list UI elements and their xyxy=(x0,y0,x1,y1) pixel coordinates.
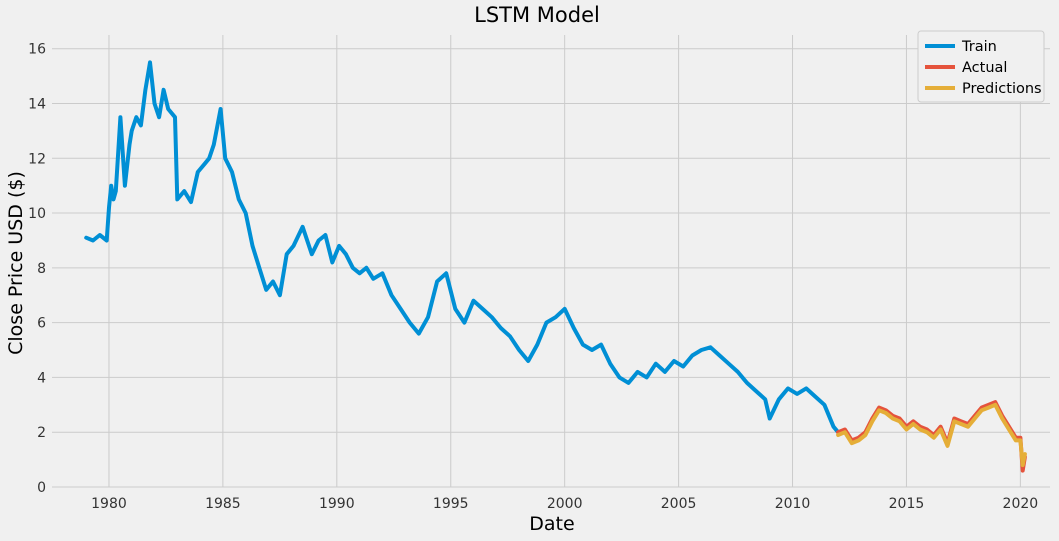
legend-box xyxy=(917,30,1045,103)
x-axis-label: Date xyxy=(529,513,574,535)
y-tick-label: 8 xyxy=(37,261,46,277)
x-tick-label: 1990 xyxy=(319,496,355,512)
y-tick-label: 16 xyxy=(28,42,46,58)
x-tick-label: 2015 xyxy=(889,496,925,512)
x-tick-label: 1985 xyxy=(205,496,241,512)
x-tick-label: 2020 xyxy=(1003,496,1039,512)
legend: Train Actual Predictions xyxy=(917,30,1045,103)
series-line-train xyxy=(84,60,841,435)
series-lines xyxy=(84,60,1027,473)
y-axis-label: Close Price USD ($) xyxy=(5,171,27,355)
legend-label-train: Train xyxy=(961,39,997,55)
chart-title: LSTM Model xyxy=(474,3,600,27)
x-tick-label: 1995 xyxy=(433,496,469,512)
y-tick-label: 12 xyxy=(28,151,46,167)
y-tick-label: 10 xyxy=(28,206,46,222)
legend-label-predictions: Predictions xyxy=(962,81,1042,97)
tick-labels: 1980 1985 1990 1995 2000 2005 2010 2015 2020 0 2 4 6… xyxy=(28,42,1038,512)
y-tick-label: 4 xyxy=(37,370,46,386)
series-line-predictions xyxy=(836,402,1027,468)
x-tick-label: 1980 xyxy=(91,496,127,512)
grid xyxy=(52,35,1050,488)
x-tick-label: 2005 xyxy=(661,496,697,512)
y-tick-label: 0 xyxy=(37,480,46,496)
y-tick-label: 6 xyxy=(37,316,46,332)
x-tick-label: 2000 xyxy=(547,496,583,512)
y-tick-label: 14 xyxy=(28,96,46,112)
x-tick-label: 2010 xyxy=(775,496,811,512)
legend-label-actual: Actual xyxy=(962,60,1007,76)
y-tick-label: 2 xyxy=(37,425,46,441)
